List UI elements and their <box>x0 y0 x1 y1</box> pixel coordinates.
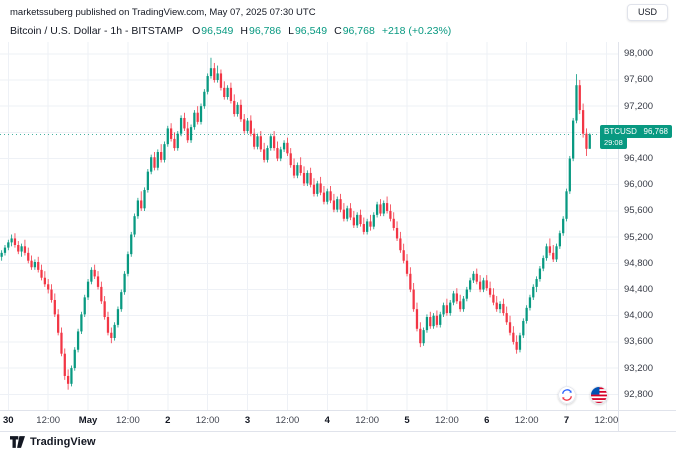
attribution-text: marketssuberg published on TradingView.c… <box>10 6 316 18</box>
price-pill-countdown: 29:08 <box>600 138 627 150</box>
ohlc-close: C 96,768 <box>334 25 375 37</box>
ohlc-readout: O 96,549 H 96,786 L 96,549 C 96,768 +218 (+0… <box>192 25 451 37</box>
tradingview-logo[interactable]: TradingView <box>10 436 96 448</box>
ohlc-low: L 96,549 <box>288 25 328 37</box>
attribution-bar: marketssuberg published on TradingView.c… <box>0 0 676 21</box>
instrument-badges <box>558 386 608 404</box>
time-tick-label: 12:00 <box>36 415 61 426</box>
tradingview-wordmark: TradingView <box>30 436 96 448</box>
time-tick-label: 12:00 <box>116 415 140 426</box>
ohlc-open: O 96,549 <box>192 25 234 37</box>
time-tick-label: 30 <box>3 415 14 426</box>
chart-plot-area[interactable] <box>0 42 618 410</box>
time-tick-label: 12:00 <box>275 415 300 426</box>
usd-flag-icon[interactable] <box>590 386 608 404</box>
price-tick-label: 97,600 <box>624 74 654 86</box>
price-scale[interactable]: 92,800 93,200 93,600 94,000 94,400 94,800 95,2… <box>618 42 676 410</box>
footer: TradingView <box>0 431 676 452</box>
ohlc-change: +218 (+0.23%) <box>381 25 452 37</box>
time-tick-label: 12:00 <box>355 415 380 426</box>
time-tick-label: 3 <box>244 415 251 426</box>
price-tick-label: 94,000 <box>624 310 654 322</box>
price-tick-label: 93,200 <box>624 362 654 374</box>
chart-row: 92,800 93,200 93,600 94,000 94,400 94,800 95,2… <box>0 42 676 410</box>
time-tick-label: 5 <box>404 415 410 426</box>
price-tick-label: 97,200 <box>624 100 654 112</box>
price-tick-label: 96,400 <box>624 153 654 165</box>
time-tick-label: 2 <box>165 415 171 426</box>
time-tick-label: 6 <box>484 415 490 426</box>
price-tick-label: 98,000 <box>624 48 654 60</box>
candlestick-chart <box>0 42 618 410</box>
last-price-label: BTCUSD 96,768 29:08 <box>600 125 672 150</box>
price-tick-label: 95,200 <box>624 231 654 243</box>
time-tick-label: 12:00 <box>594 415 619 426</box>
scale-corner <box>618 411 676 431</box>
time-tick-label: 4 <box>324 415 330 426</box>
price-tick-label: 92,800 <box>624 388 654 400</box>
tradingview-mark-icon <box>10 436 25 448</box>
price-tick-label: 93,600 <box>624 336 654 348</box>
time-tick-label: 7 <box>563 415 570 426</box>
price-tick-label: 94,800 <box>624 257 654 269</box>
time-scale-row: 30 12:00 May 12:00 2 12:00 3 12:00 4 12:00 5 12:00 6… <box>0 410 676 431</box>
currency-toggle-button[interactable]: USD <box>626 3 668 21</box>
time-tick-label: 12:00 <box>195 415 220 426</box>
time-scale[interactable]: 30 12:00 May 12:00 2 12:00 3 12:00 4 12:00 5 12:00 6… <box>0 411 618 431</box>
ohlc-high: H 96,786 <box>240 25 282 37</box>
time-tick-label: 12:00 <box>434 415 459 426</box>
symbol-title: Bitcoin / U.S. Dollar - 1h - BITSTAMP <box>10 25 184 37</box>
price-pill-symbol: BTCUSD <box>604 127 637 137</box>
price-tick-label: 95,600 <box>624 205 654 217</box>
time-tick-label: 12:00 <box>514 415 539 426</box>
price-tick-label: 96,000 <box>624 179 654 191</box>
price-pill-price: 96,768 <box>643 127 668 137</box>
currency-conversion-icon[interactable] <box>558 386 576 404</box>
time-tick-label: May <box>78 415 98 426</box>
price-tick-label: 94,400 <box>624 284 654 296</box>
